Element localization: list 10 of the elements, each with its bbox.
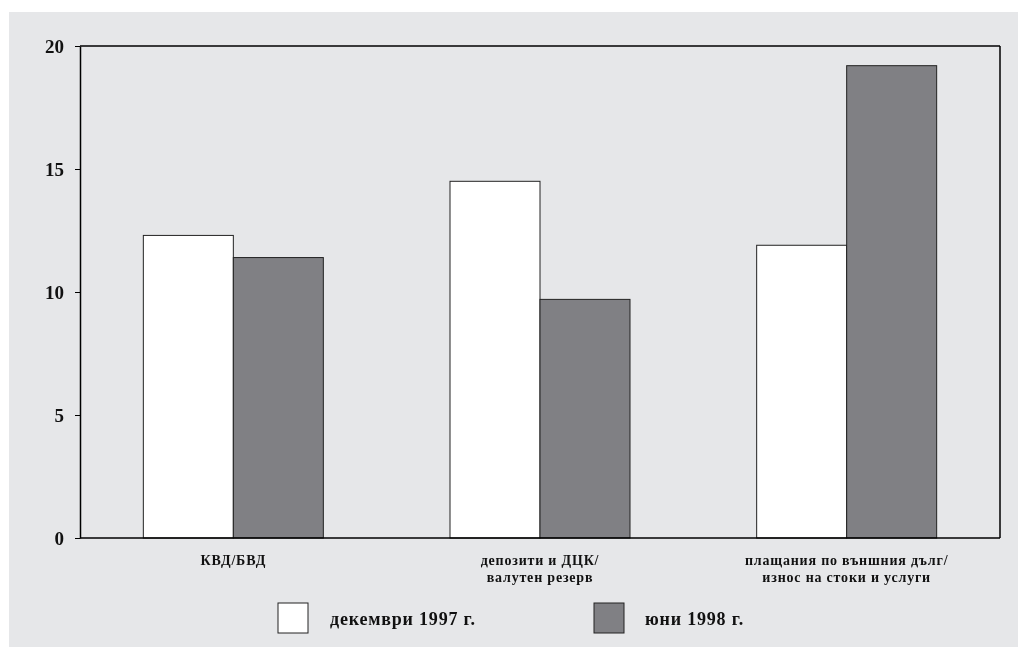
x-tick-label: КВД/БВД [200, 553, 267, 568]
y-tick-label: 5 [54, 404, 64, 426]
y-tick-label: 15 [45, 158, 64, 180]
legend-label: декември 1997 г. [330, 609, 476, 629]
x-tick-label: плащания по външния дълг/ износ на стоки и услуги [745, 553, 949, 585]
y-tick-label: 0 [54, 527, 64, 549]
y-tick-label: 20 [45, 35, 64, 57]
y-tick-label: 10 [45, 281, 64, 303]
x-tick-label: депозити и ДЦК/ валутен резерв [480, 553, 600, 585]
legend-label: юни 1998 г. [645, 609, 744, 629]
